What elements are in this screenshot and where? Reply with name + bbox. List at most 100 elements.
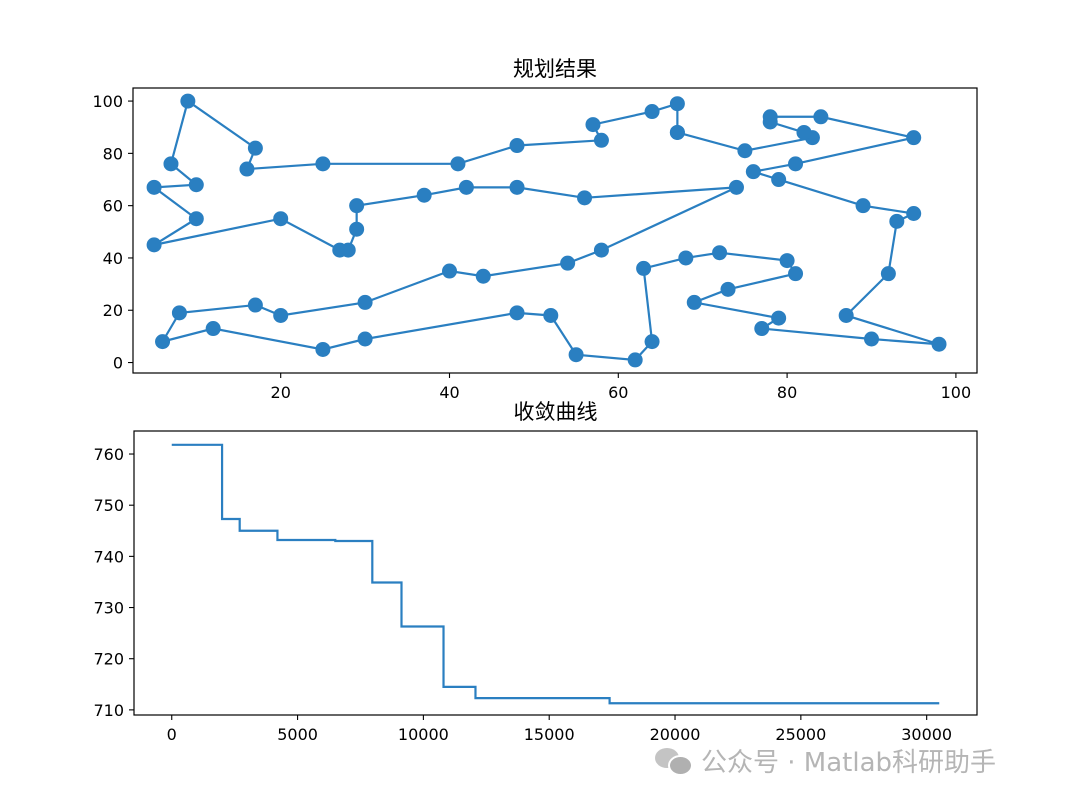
data-point [644, 104, 660, 120]
convergence-plot: 收敛曲线 0 5000 10000 15000 20000 25000 30000 710 720… [93, 400, 978, 744]
data-point [349, 198, 365, 214]
data-point [273, 307, 289, 323]
data-point [788, 266, 804, 282]
data-line [171, 443, 940, 705]
data-point [813, 109, 829, 125]
data-point [247, 297, 263, 313]
data-point [838, 307, 854, 323]
data-line [151, 99, 940, 362]
y-tick-label: 710 [93, 701, 124, 720]
data-point [155, 334, 171, 350]
data-point [669, 124, 685, 140]
x-tick-label: 40 [439, 383, 459, 402]
axes-frame [133, 430, 978, 716]
data-point [864, 331, 879, 347]
data-point [239, 161, 255, 177]
data-point [712, 245, 728, 261]
data-point [931, 336, 947, 352]
data-point [416, 187, 432, 203]
data-point [450, 156, 466, 172]
watermark: 公众号 · Matlab科研助手 [655, 742, 996, 779]
x-tick-label: 80 [777, 383, 797, 402]
data-point [568, 347, 584, 363]
data-point [771, 172, 787, 188]
data-point [855, 198, 871, 214]
x-tick-label: 30000 [901, 725, 952, 744]
data-point [906, 206, 922, 222]
data-point [728, 179, 744, 195]
x-tick-label: 100 [941, 383, 972, 402]
y-tick-label: 40 [103, 249, 123, 268]
x-tick-label: 0 [167, 725, 177, 744]
x-tick-label: 25000 [775, 725, 826, 744]
x-tick-label: 20000 [650, 725, 701, 744]
x-tick-label: 5000 [277, 725, 318, 744]
data-point [669, 96, 685, 112]
data-point [627, 352, 643, 368]
data-point [349, 221, 365, 237]
route-plot: 规划结果 20 40 60 80 100 0 20 40 60 80 100 [92, 57, 978, 402]
y-tick-label: 750 [93, 496, 124, 515]
data-point [163, 156, 179, 172]
data-point [889, 213, 905, 229]
wechat-icon [655, 746, 693, 776]
data-point [796, 124, 812, 140]
data-point [560, 255, 576, 271]
data-point [247, 140, 263, 156]
data-point [442, 263, 457, 279]
data-point [315, 341, 331, 357]
data-point [332, 242, 348, 258]
data-point [779, 253, 795, 269]
data-point [880, 266, 896, 282]
data-point [788, 156, 804, 172]
data-point [585, 117, 601, 133]
data-point [475, 268, 491, 284]
y-tick-label: 720 [93, 650, 124, 669]
data-point [678, 250, 694, 266]
data-point [906, 130, 922, 146]
data-point [762, 109, 778, 125]
data-point [593, 132, 609, 148]
data-point [205, 321, 221, 337]
data-point [720, 281, 736, 297]
data-point [737, 143, 753, 159]
data-point [146, 179, 162, 195]
data-point [188, 211, 204, 227]
y-tick-label: 80 [103, 144, 123, 163]
x-tick-label: 20 [271, 383, 291, 402]
watermark-text: 公众号 · Matlab科研助手 [701, 748, 997, 778]
data-point [458, 179, 474, 195]
data-point [188, 177, 204, 193]
data-point [686, 294, 702, 310]
data-point [273, 211, 289, 227]
data-point [636, 260, 652, 276]
data-point [754, 321, 770, 337]
x-tick-label: 60 [608, 383, 628, 402]
data-point [509, 305, 525, 321]
x-tick-label: 10000 [398, 725, 449, 744]
data-point [146, 237, 162, 253]
data-point [315, 156, 331, 172]
chart-title: 规划结果 [513, 57, 597, 81]
data-point [509, 179, 525, 195]
chart-title: 收敛曲线 [514, 400, 598, 424]
data-point [180, 93, 196, 109]
axes-frame [132, 87, 978, 374]
data-point [593, 242, 609, 258]
data-point [357, 294, 373, 310]
data-point [509, 138, 525, 154]
data-point [771, 310, 787, 326]
y-tick-label: 740 [93, 547, 124, 566]
data-point [745, 164, 761, 180]
data-point [171, 305, 187, 321]
y-tick-label: 730 [93, 599, 124, 618]
y-tick-label: 100 [92, 92, 123, 111]
y-tick-label: 20 [103, 301, 123, 320]
y-tick-label: 760 [93, 445, 124, 464]
x-tick-label: 15000 [524, 725, 575, 744]
data-point [577, 190, 593, 206]
data-point [357, 331, 373, 347]
y-tick-label: 0 [113, 354, 123, 373]
data-point [543, 307, 559, 323]
